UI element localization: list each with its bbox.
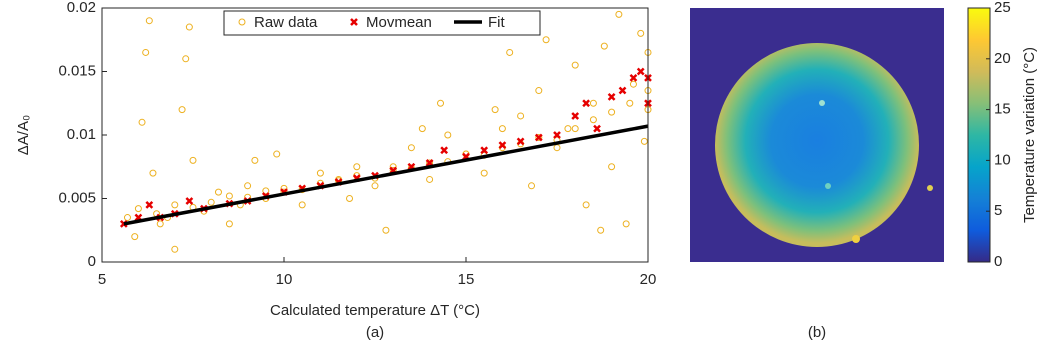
caption: (b): [808, 324, 826, 341]
x-tick-label: 10: [276, 271, 293, 288]
axes-box: [102, 8, 648, 262]
colorbar-tick-label: 25: [994, 0, 1011, 16]
colorbar-tick-label: 20: [994, 50, 1011, 67]
y-tick-label: 0.005: [58, 189, 96, 206]
plot-area: [102, 8, 651, 262]
x-tick-label: 20: [640, 271, 657, 288]
y-tick-label: 0.015: [58, 62, 96, 79]
y-tick-label: 0: [88, 253, 96, 270]
x-axis-label: Calculated temperature ΔT (°C): [270, 302, 480, 319]
x-tick-label: 5: [98, 271, 106, 288]
y-axis-label: ΔA/A₀: [15, 115, 32, 155]
legend-label: Fit: [488, 14, 505, 31]
legend-label: Movmean: [366, 14, 432, 31]
colorbar-tick-label: 5: [994, 202, 1002, 219]
colorbar-tick-label: 15: [994, 101, 1011, 118]
x-tick-label: 15: [458, 271, 475, 288]
y-tick-label: 0.02: [67, 0, 96, 16]
colorbar: [968, 8, 990, 262]
colorbar-label: Temperature variation (°C): [1021, 47, 1038, 223]
y-tick-label: 0.01: [67, 126, 96, 143]
caption: (a): [366, 324, 384, 341]
colorbar-tick-label: 0: [994, 253, 1002, 270]
legend-label: Raw data: [254, 14, 318, 31]
figure: (a) Calculated temperature ΔT (°C) ΔA/A₀…: [0, 0, 1047, 354]
thermal-image: [690, 8, 944, 262]
colorbar-tick-label: 10: [994, 151, 1011, 168]
